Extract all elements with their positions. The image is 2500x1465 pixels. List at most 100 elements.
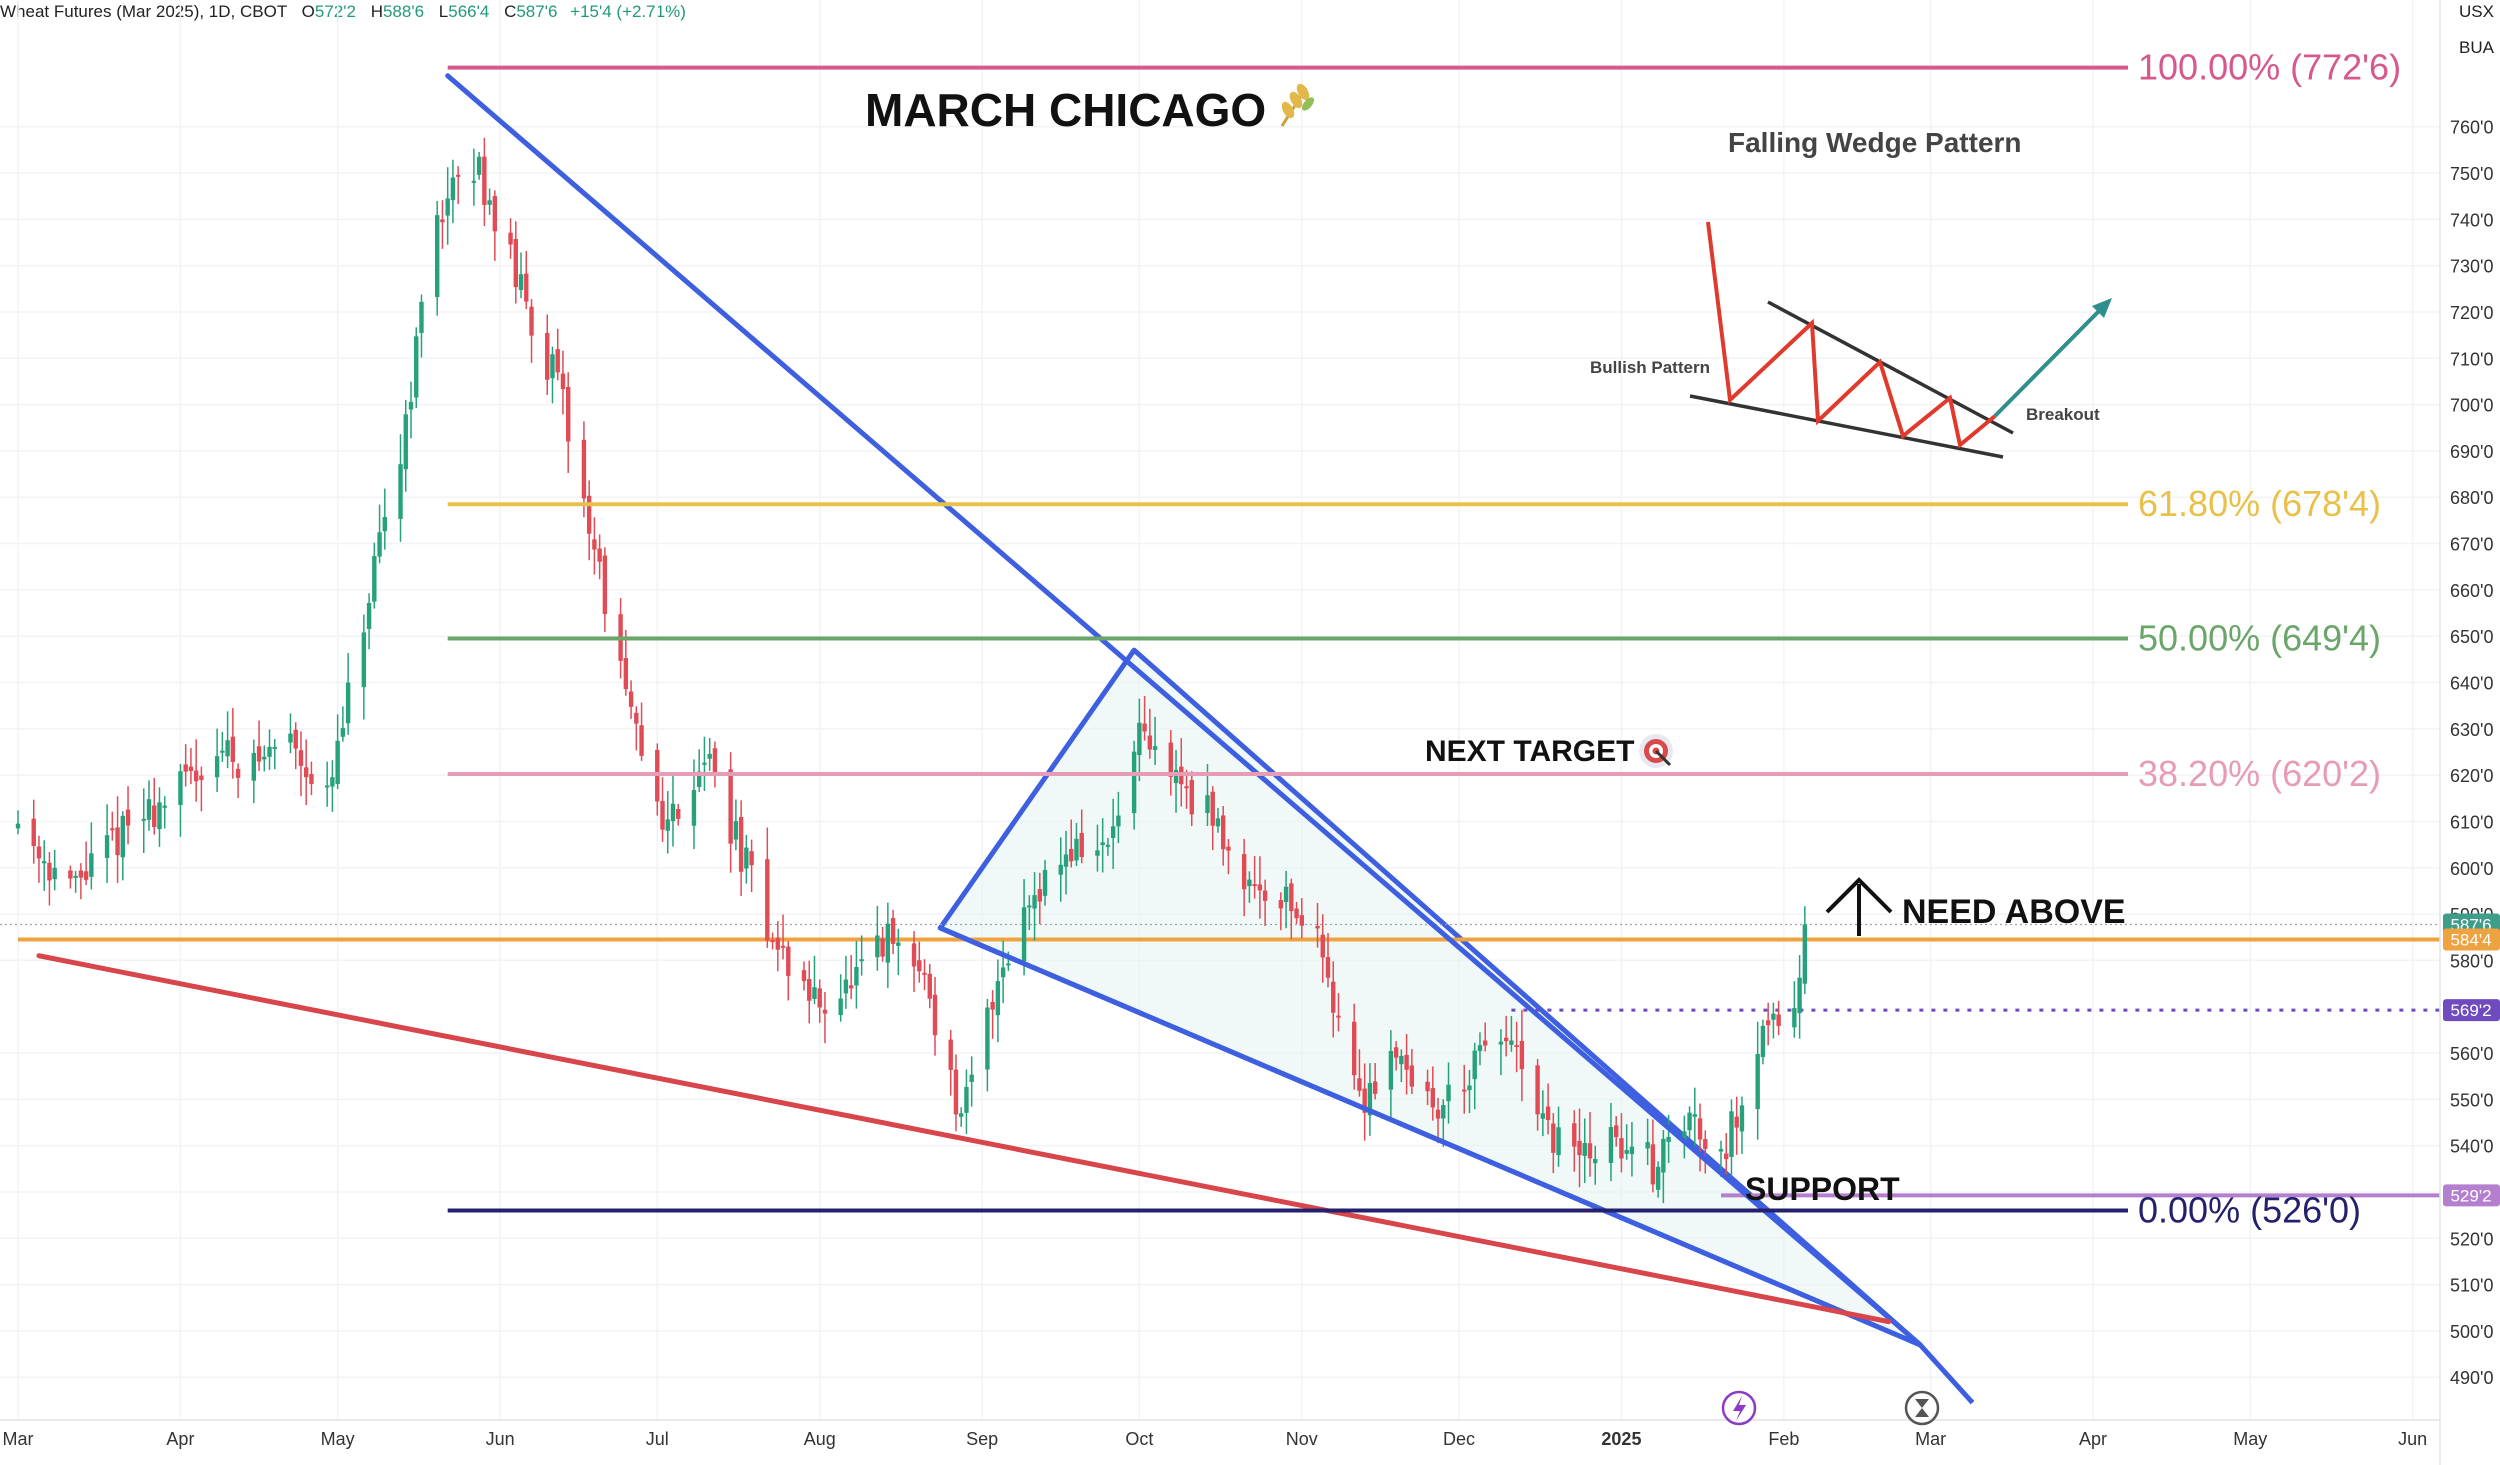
- candle-body: [586, 495, 592, 534]
- chart-title: MARCH CHICAGO: [865, 84, 1266, 136]
- candle-body: [1399, 1055, 1404, 1065]
- inset-title: Falling Wedge Pattern: [1728, 127, 2022, 158]
- candle-body: [455, 174, 461, 177]
- trendlines: [36, 73, 1975, 1405]
- candle-body: [697, 771, 702, 787]
- candle-body: [838, 998, 843, 1016]
- candle-body: [1367, 1083, 1373, 1116]
- fib-label: 0.00% (526'0): [2138, 1189, 2361, 1230]
- candle-body: [487, 200, 492, 205]
- candle-body: [272, 746, 277, 749]
- support-trendline: [36, 953, 1892, 1325]
- price-tag: [2443, 928, 2500, 951]
- high-label: H: [370, 2, 383, 21]
- candle-body: [969, 1074, 974, 1082]
- candle-body: [178, 771, 183, 805]
- candle-body: [592, 539, 597, 550]
- candle-body: [83, 871, 89, 880]
- candle-body: [602, 555, 608, 615]
- y-tick-label: 500'0: [2450, 1322, 2493, 1342]
- x-tick-label: Mar: [3, 1429, 34, 1449]
- candle-body: [780, 945, 786, 948]
- x-tick-label: Feb: [1768, 1429, 1799, 1449]
- close-label: C: [504, 2, 517, 21]
- candle-body: [1205, 795, 1210, 814]
- candle-body: [372, 556, 377, 602]
- candle-body: [1645, 1142, 1650, 1149]
- candle-body: [1210, 791, 1215, 826]
- candle-body: [1629, 1146, 1635, 1155]
- candle-body: [1472, 1050, 1477, 1080]
- candle-body: [471, 180, 477, 183]
- y-tick-label: 540'0: [2450, 1137, 2493, 1157]
- candle-body: [1619, 1138, 1624, 1159]
- y-tick-label: 630'0: [2450, 720, 2493, 740]
- candle-body: [1021, 907, 1027, 962]
- candle-body: [665, 819, 670, 831]
- candle-body: [1509, 1040, 1514, 1045]
- candle-body: [691, 789, 697, 826]
- candle-body: [566, 386, 571, 442]
- candle-body: [859, 959, 864, 962]
- x-tick-label: Nov: [1286, 1429, 1318, 1449]
- y-tick-label: 650'0: [2450, 627, 2493, 647]
- candle-body: [1278, 900, 1284, 909]
- candle-body: [403, 414, 408, 470]
- candle-body: [812, 987, 817, 999]
- candle-body: [78, 870, 84, 878]
- y-tick-label: 680'0: [2450, 488, 2493, 508]
- falling-wedge-inset: Falling Wedge Pattern Bullish Pattern Br…: [1590, 127, 2112, 459]
- candle-body: [157, 802, 162, 830]
- low-label: L: [438, 2, 449, 21]
- support-label: SUPPORT: [1745, 1171, 1900, 1207]
- y-tick-label: 510'0: [2450, 1276, 2493, 1296]
- candle-body: [1331, 981, 1336, 1013]
- candle-body: [115, 827, 120, 856]
- candle-body: [1184, 786, 1189, 789]
- fib-label: 100.00% (772'6): [2138, 47, 2401, 88]
- candle-body: [183, 764, 188, 772]
- y-tick-label: 610'0: [2450, 812, 2493, 832]
- candle-body: [728, 769, 733, 844]
- hourglass-icon[interactable]: [1904, 1390, 1940, 1426]
- candle-body: [1687, 1112, 1692, 1131]
- candle-body: [1734, 1116, 1739, 1128]
- candle-body: [875, 935, 880, 958]
- candle-body: [199, 775, 204, 780]
- candle-body: [1325, 957, 1331, 978]
- candle-body: [1393, 1047, 1399, 1058]
- candle-body: [555, 349, 560, 373]
- candle-body: [1729, 1111, 1734, 1157]
- candle-body: [262, 756, 267, 760]
- candle-body: [1058, 864, 1063, 875]
- candle-body: [125, 809, 131, 826]
- candle-body: [382, 517, 387, 532]
- candle-body: [450, 177, 456, 201]
- y-tick-label: 750'0: [2450, 164, 2493, 184]
- candle-body: [440, 219, 445, 223]
- candle-body: [1336, 1015, 1341, 1018]
- price-tag-label: 529'2: [2450, 1186, 2491, 1205]
- symbol-header: Wheat Futures (Mar 2025), 1D, CBOT O572'…: [0, 2, 686, 22]
- candles: [15, 137, 1808, 1204]
- candle-body: [807, 979, 812, 1001]
- candle-body: [1388, 1050, 1394, 1090]
- y-tick-label: 730'0: [2450, 257, 2493, 277]
- candle-body: [1189, 780, 1194, 815]
- candle-body: [1131, 751, 1137, 814]
- candle-body: [775, 937, 780, 950]
- candle-body: [1100, 842, 1105, 845]
- candle-body: [419, 301, 424, 333]
- candle-body: [1289, 883, 1294, 912]
- candle-body: [1582, 1143, 1587, 1156]
- candle-body: [817, 988, 822, 1008]
- candle-body: [801, 970, 807, 982]
- candle-body: [770, 940, 775, 943]
- y-tick-label: 620'0: [2450, 766, 2493, 786]
- wheat-icon: [1280, 83, 1314, 127]
- candle-body: [214, 756, 220, 778]
- candle-body: [162, 805, 167, 808]
- flash-icon[interactable]: [1721, 1390, 1757, 1426]
